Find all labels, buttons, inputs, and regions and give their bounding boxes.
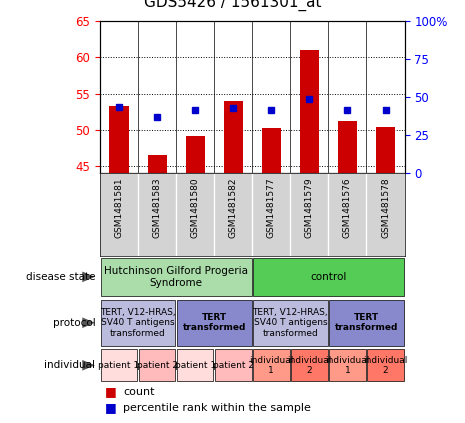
- Bar: [376, 127, 395, 173]
- Text: ■: ■: [105, 401, 116, 415]
- Text: GSM1481581: GSM1481581: [114, 178, 124, 238]
- Bar: [101, 349, 137, 382]
- Text: TERT
transformed: TERT transformed: [182, 313, 246, 332]
- Text: individual: individual: [44, 360, 95, 370]
- Bar: [291, 349, 328, 382]
- Bar: [186, 136, 205, 173]
- Bar: [215, 349, 252, 382]
- Text: individual
1: individual 1: [249, 356, 293, 375]
- Polygon shape: [82, 317, 95, 328]
- Bar: [253, 258, 404, 296]
- Text: count: count: [123, 387, 155, 397]
- Text: Hutchinson Gilford Progeria
Syndrome: Hutchinson Gilford Progeria Syndrome: [104, 266, 248, 288]
- Bar: [224, 101, 243, 173]
- Bar: [177, 300, 252, 346]
- Text: individual
1: individual 1: [325, 356, 370, 375]
- Text: TERT, V12-HRAS,
SV40 T antigens
transformed: TERT, V12-HRAS, SV40 T antigens transfor…: [100, 308, 176, 338]
- Text: control: control: [310, 272, 346, 282]
- Text: GSM1481580: GSM1481580: [191, 178, 199, 238]
- Text: patient 1: patient 1: [99, 361, 140, 370]
- Text: percentile rank within the sample: percentile rank within the sample: [123, 403, 311, 413]
- Text: TERT
transformed: TERT transformed: [335, 313, 398, 332]
- Text: ■: ■: [105, 385, 116, 398]
- Text: GSM1481583: GSM1481583: [153, 178, 161, 238]
- Text: GSM1481579: GSM1481579: [305, 178, 314, 238]
- Bar: [139, 349, 175, 382]
- Text: patient 1: patient 1: [174, 361, 216, 370]
- Text: GDS5426 / 1561301_at: GDS5426 / 1561301_at: [144, 0, 321, 11]
- Bar: [253, 349, 290, 382]
- Text: GSM1481576: GSM1481576: [343, 178, 352, 238]
- Bar: [300, 50, 319, 173]
- Bar: [177, 349, 213, 382]
- Text: disease state: disease state: [26, 272, 95, 282]
- Bar: [329, 300, 404, 346]
- Text: individual
2: individual 2: [287, 356, 332, 375]
- Polygon shape: [82, 272, 95, 282]
- Text: patient 2: patient 2: [137, 361, 178, 370]
- Bar: [262, 128, 281, 173]
- Bar: [101, 300, 175, 346]
- Bar: [253, 300, 328, 346]
- Bar: [329, 349, 365, 382]
- Bar: [367, 349, 404, 382]
- Bar: [101, 258, 252, 296]
- Bar: [109, 106, 128, 173]
- Polygon shape: [82, 360, 95, 371]
- Bar: [147, 155, 166, 173]
- Text: patient 2: patient 2: [213, 361, 254, 370]
- Text: TERT, V12-HRAS,
SV40 T antigens
transformed: TERT, V12-HRAS, SV40 T antigens transfor…: [252, 308, 328, 338]
- Text: protocol: protocol: [53, 318, 95, 328]
- Text: GSM1481577: GSM1481577: [267, 178, 276, 238]
- Text: GSM1481578: GSM1481578: [381, 178, 390, 238]
- Bar: [338, 121, 357, 173]
- Text: individual
2: individual 2: [363, 356, 408, 375]
- Text: GSM1481582: GSM1481582: [229, 178, 238, 238]
